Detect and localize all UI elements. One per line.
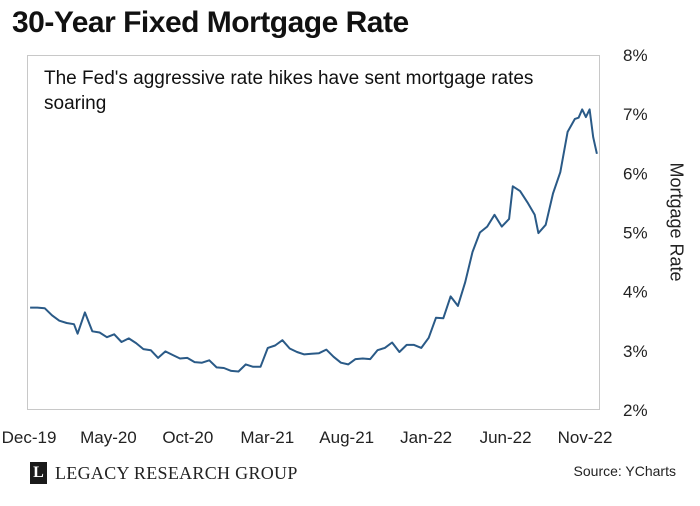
logo-mark-icon: L (30, 462, 47, 484)
y-tick-label: 7% (623, 105, 648, 124)
chart-annotation: The Fed's aggressive rate hikes have sen… (44, 68, 534, 114)
y-tick-label: 6% (623, 164, 648, 183)
x-tick-label: Jan-22 (400, 428, 452, 447)
x-tick-label: Mar-21 (240, 428, 294, 447)
series-line-mortgage-rate (30, 108, 598, 373)
y-tick-label: 2% (623, 401, 648, 420)
y-tick-label: 8% (623, 46, 648, 65)
legacy-research-logo: L LEGACY RESEARCH GROUP (30, 462, 298, 484)
y-axis-title: Mortgage Rate (666, 162, 687, 282)
x-tick-label: Oct-20 (162, 428, 213, 447)
x-tick-label: Dec-19 (2, 428, 57, 447)
x-tick-label: Aug-21 (319, 428, 374, 447)
x-tick-label: Nov-22 (558, 428, 613, 447)
y-tick-label: 3% (623, 342, 648, 361)
y-tick-label: 4% (623, 283, 648, 302)
x-tick-label: May-20 (80, 428, 137, 447)
chart-title: 30-Year Fixed Mortgage Rate (12, 6, 409, 39)
source-note: Source: YCharts (573, 463, 676, 479)
logo-text: LEGACY RESEARCH GROUP (55, 462, 298, 483)
x-tick-label: Jun-22 (480, 428, 532, 447)
y-tick-label: 5% (623, 224, 648, 243)
plot-area (27, 55, 600, 410)
